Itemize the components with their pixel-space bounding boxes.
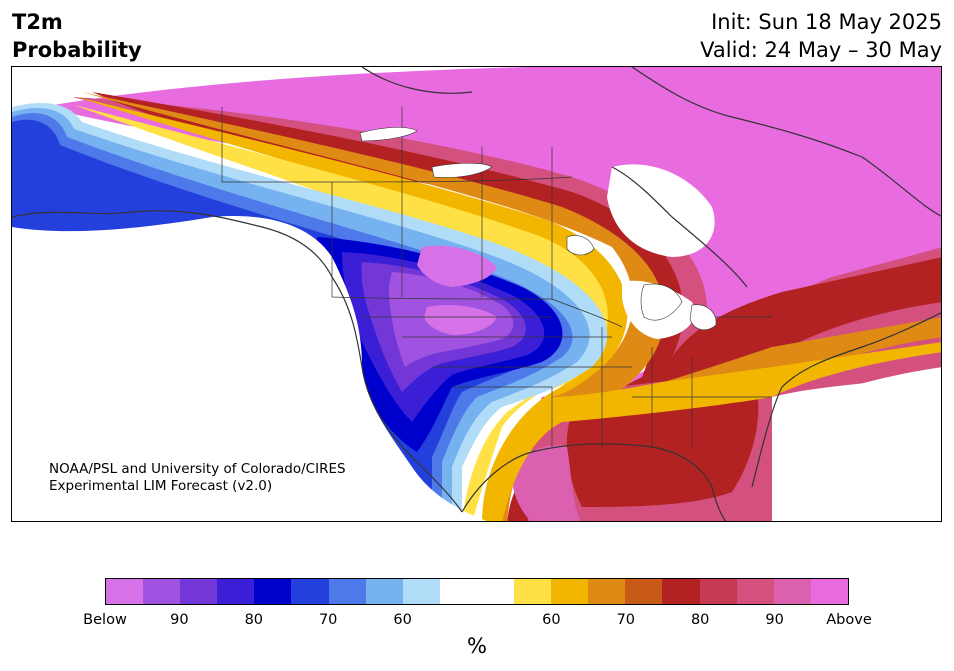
ocean-masks [12,164,941,521]
colorbar-swatch [328,579,366,604]
colorbar-swatch [588,579,626,604]
colorbar-tick-label: 80 [244,612,264,628]
map-title: T2m Probability [12,8,142,64]
colorbar-swatch [365,579,403,604]
map-canvas [12,67,941,521]
colorbar-swatch [736,579,774,604]
credit-text: NOAA/PSL and University of Colorado/CIRE… [49,461,346,495]
colorbar-tick-label: 60 [542,612,561,628]
colorbar-swatch [699,579,737,604]
title-type: Probability [12,38,142,62]
lakes [359,127,717,331]
colorbar-swatch [662,579,700,604]
colorbar-tick-label: Below [83,612,127,628]
colorbar-swatch [254,579,292,604]
colorbar-swatch [402,579,440,604]
colorbar-tick-label: 60 [393,612,412,628]
colorbar-swatch [106,579,144,604]
colorbar-swatch [476,579,515,604]
colorbar-swatch [217,579,255,604]
colorbar-swatch [514,579,552,604]
colorbar-swatch [439,579,477,604]
forecast-dates: Init: Sun 18 May 2025 Valid: 24 May – 30… [700,8,942,64]
title-variable: T2m [12,10,63,34]
init-date: Init: Sun 18 May 2025 [711,10,942,34]
colorbar-swatch [625,579,663,604]
colorbar-tick-label: 70 [318,612,338,628]
colorbar-tick-label: 70 [616,612,636,628]
colorbar-swatch [291,579,329,604]
colorbar [105,578,849,605]
colorbar-swatch [773,579,811,604]
credit-line-1: NOAA/PSL and University of Colorado/CIRE… [49,461,346,477]
transition-band-above [74,92,941,521]
borders [221,107,772,447]
coastlines [12,67,941,521]
colorbar-unit: % [467,634,487,658]
colorbar-swatch [143,579,181,604]
colorbar-tick-label: 80 [690,612,710,628]
colorbar-tick-label: 90 [765,612,784,628]
probability-map [11,66,942,522]
colorbar-tick-label: Above [826,612,872,628]
credit-line-2: Experimental LIM Forecast (v2.0) [49,478,273,494]
colorbar-swatch [551,579,589,604]
colorbar-swatch [180,579,218,604]
colorbar-tick-label: 90 [170,612,189,628]
valid-range: Valid: 24 May – 30 May [700,38,942,62]
colorbar-tick-labels: Below 90 80 70 60 60 70 80 90 Above [83,612,872,632]
colorbar-swatch [810,579,848,604]
